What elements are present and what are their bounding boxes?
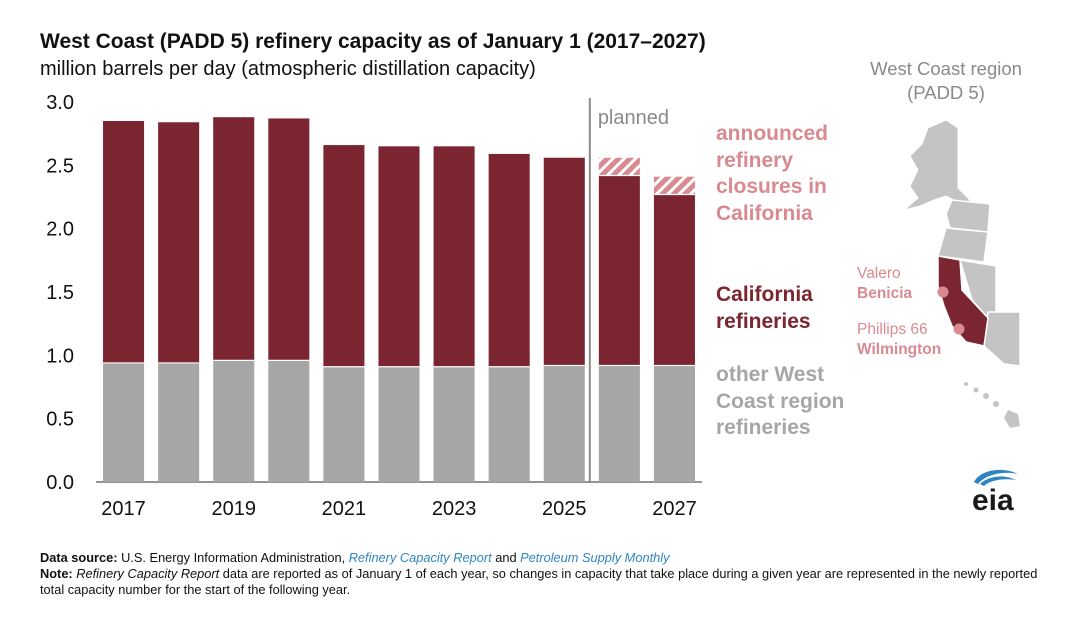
bar-california	[158, 122, 200, 363]
benicia-site: Benicia	[857, 285, 913, 302]
bar-other-west-coast	[213, 360, 255, 482]
eia-logo-text: eia	[972, 484, 1014, 514]
y-tick-label: 2.5	[46, 155, 74, 177]
x-tick-label: 2019	[211, 498, 256, 520]
y-tick-label: 1.5	[46, 282, 74, 304]
y-tick-label: 0.5	[46, 409, 74, 431]
benicia-label: Valero Benicia	[857, 264, 912, 304]
bar-other-west-coast	[378, 366, 420, 482]
bar-california	[378, 146, 420, 367]
petroleum-supply-monthly-link[interactable]: Petroleum Supply Monthly	[520, 550, 670, 565]
wilmington-marker	[953, 323, 965, 335]
bar-california	[598, 175, 640, 366]
y-tick-label: 2.0	[46, 219, 74, 241]
bar-other-west-coast	[268, 360, 310, 482]
x-tick-label: 2021	[322, 498, 367, 520]
bar-other-west-coast	[323, 366, 365, 482]
bar-california	[543, 157, 585, 366]
washington-shape	[945, 199, 991, 233]
alaska-shape	[903, 119, 981, 215]
data-source-line: Data source: U.S. Energy Information Adm…	[40, 550, 670, 565]
x-tick-label: 2023	[432, 498, 477, 520]
arizona-shape	[983, 311, 1021, 367]
bar-other-west-coast	[653, 365, 695, 482]
y-tick-label: 0.0	[46, 472, 74, 494]
benicia-operator: Valero	[857, 265, 901, 282]
footnote: Data source: U.S. Energy Information Adm…	[40, 550, 1050, 598]
bar-chart: 0.0 0.5 1.0 1.5 2.0 2.5 3.0 2017 2019 2021 2023 20…	[46, 92, 702, 520]
bar-california	[653, 194, 695, 366]
oregon-shape	[937, 227, 989, 263]
bar-california	[213, 117, 255, 361]
wilmington-operator: Phillips 66	[857, 321, 928, 338]
bar-california	[103, 121, 145, 363]
hawaii-shape	[964, 382, 1020, 428]
y-tick-label: 3.0	[46, 92, 74, 114]
bar-other-west-coast	[103, 362, 145, 482]
x-tick-label: 2025	[542, 498, 587, 520]
bar-announced-closures	[598, 157, 640, 176]
bar-other-west-coast	[543, 365, 585, 482]
benicia-marker	[937, 286, 949, 298]
note-line: Note: Refinery Capacity Report data are …	[40, 566, 1038, 597]
x-tick-label: 2017	[101, 498, 146, 520]
bar-announced-closures	[653, 176, 695, 195]
bar-california	[433, 146, 475, 367]
refinery-capacity-report-link[interactable]: Refinery Capacity Report	[348, 550, 492, 565]
y-tick-label: 1.0	[46, 345, 74, 367]
california-shape	[937, 255, 989, 347]
bar-other-west-coast	[598, 365, 640, 482]
bar-other-west-coast	[433, 366, 475, 482]
legend-california: California refineries	[716, 283, 813, 333]
legend-other-west-coast: other West Coast region refineries	[716, 363, 845, 439]
legend-closures: announced refinery closures in Californi…	[716, 122, 829, 225]
map-title: West Coast region (PADD 5)	[870, 58, 1022, 103]
wilmington-label: Phillips 66 Wilmington	[857, 320, 941, 360]
bar-california	[323, 145, 365, 367]
bar-california	[268, 118, 310, 361]
chart-subtitle: million barrels per day (atmospheric dis…	[40, 58, 536, 80]
eia-logo-icon: eia	[972, 469, 1018, 514]
x-tick-label: 2027	[652, 498, 697, 520]
bar-other-west-coast	[488, 366, 530, 482]
planned-label: planned	[598, 107, 669, 129]
wilmington-site: Wilmington	[857, 341, 942, 358]
nevada-shape	[958, 259, 997, 320]
chart-title: West Coast (PADD 5) refinery capacity as…	[40, 30, 706, 53]
bar-other-west-coast	[158, 362, 200, 482]
bar-california	[488, 153, 530, 367]
